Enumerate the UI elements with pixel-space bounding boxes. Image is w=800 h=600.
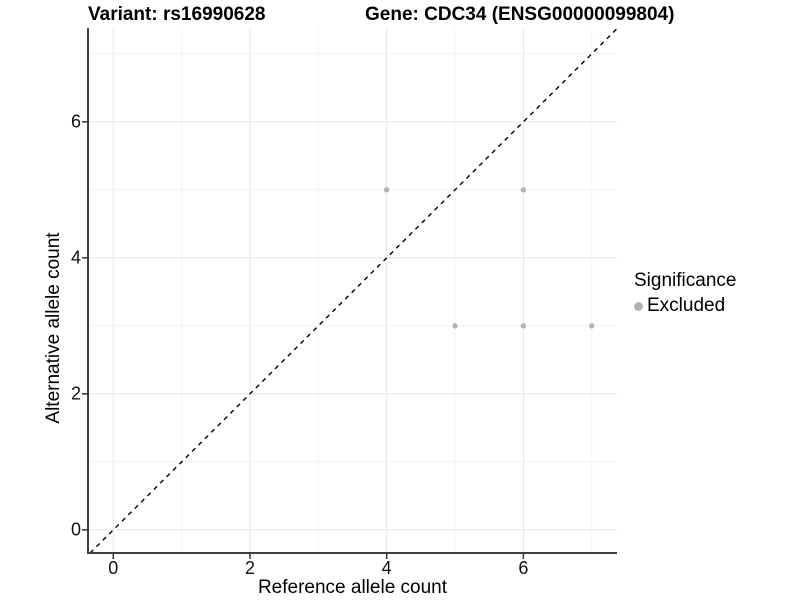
identity-line <box>89 28 618 554</box>
data-point <box>452 323 458 329</box>
y-tick-label: 2 <box>70 383 81 404</box>
y-tick-label: 6 <box>70 111 81 132</box>
legend: Significance Excluded <box>634 270 736 317</box>
y-tick-label: 0 <box>70 519 81 540</box>
data-point <box>589 323 595 329</box>
data-point <box>520 187 527 193</box>
legend-item: Excluded <box>634 295 736 317</box>
plot-title-variant: Variant: rs16990628 <box>88 4 266 25</box>
legend-item-label: Excluded <box>647 295 726 316</box>
legend-items: Excluded <box>634 295 736 317</box>
x-tick-label: 6 <box>518 558 529 578</box>
x-tick-label: 2 <box>244 558 255 578</box>
y-axis-title: Alternative allele count <box>43 232 64 424</box>
x-tick-label: 4 <box>381 558 392 578</box>
data-point <box>520 323 527 329</box>
y-tick-label: 4 <box>70 247 81 268</box>
x-tick-label: 0 <box>108 558 119 578</box>
legend-key-dot-icon <box>634 301 643 311</box>
x-axis-title: Reference allele count <box>257 577 448 598</box>
legend-title: Significance <box>634 270 737 291</box>
data-point <box>383 187 390 193</box>
plot-title-gene: Gene: CDC34 (ENSG00000099804) <box>365 4 675 25</box>
